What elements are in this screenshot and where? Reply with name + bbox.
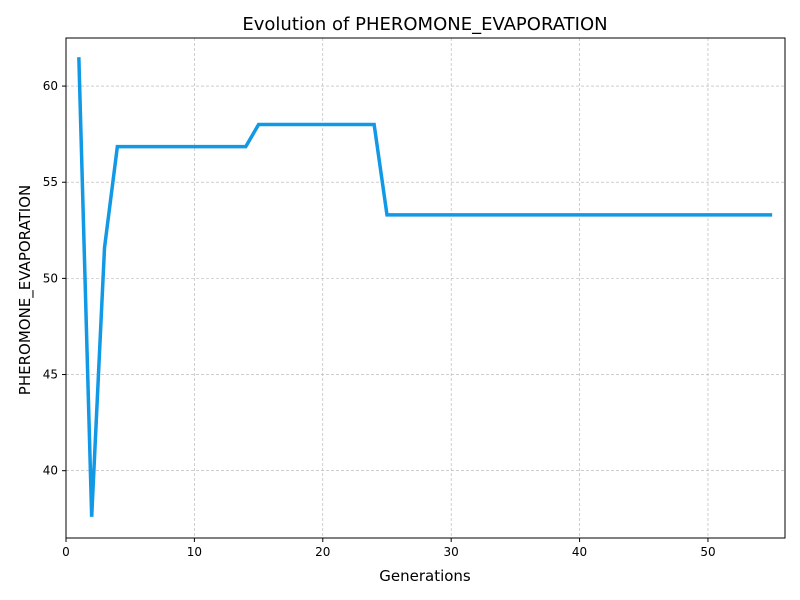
y-axis-label: PHEROMONE_EVAPORATION xyxy=(16,185,35,395)
x-tick-label: 20 xyxy=(315,545,330,559)
series-layer xyxy=(77,57,773,517)
y-tick-label: 55 xyxy=(43,175,58,189)
y-tick-label: 45 xyxy=(43,368,58,382)
x-tick-label: 10 xyxy=(187,545,202,559)
x-tick-label: 0 xyxy=(62,545,70,559)
x-tick-label: 30 xyxy=(444,545,459,559)
series-line xyxy=(77,57,773,517)
plot-frame xyxy=(65,37,786,539)
x-tick-label: 50 xyxy=(700,545,715,559)
chart-title: Evolution of PHEROMONE_EVAPORATION xyxy=(242,14,607,35)
y-tick-label: 40 xyxy=(43,464,58,478)
tick-layer: 0 10 20 30 40 50 40 45 50 55 60 xyxy=(43,79,716,559)
x-axis-label: Generations xyxy=(379,567,471,585)
x-tick-label: 40 xyxy=(572,545,587,559)
y-tick-label: 60 xyxy=(43,79,58,93)
y-tick-label: 50 xyxy=(43,271,58,285)
grid-layer xyxy=(65,38,785,538)
